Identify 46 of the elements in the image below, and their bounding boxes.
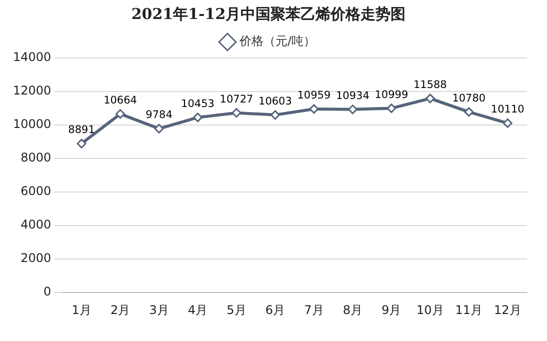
y-tick-label: 8000	[20, 150, 52, 165]
x-tick-label: 12月	[494, 302, 522, 317]
point	[76, 138, 86, 148]
x-tick-label: 3月	[149, 302, 169, 317]
data-label: 8891	[68, 124, 95, 136]
data-label: 10999	[374, 88, 408, 101]
point	[464, 107, 474, 117]
point	[270, 110, 280, 120]
x-tick-label: 6月	[265, 302, 286, 317]
y-tick-label: 4000	[20, 218, 52, 232]
data-label: 10780	[452, 92, 486, 104]
data-label: 10110	[490, 104, 524, 116]
y-tick-label: 6000	[20, 184, 52, 198]
point	[502, 118, 512, 128]
data-label: 10453	[181, 98, 214, 110]
point	[116, 109, 126, 119]
x-tick-label: 1月	[72, 302, 92, 317]
x-tick-label: 4月	[188, 302, 208, 317]
data-label: 11588	[413, 78, 447, 91]
y-tick-label: 10000	[12, 117, 52, 132]
point	[193, 112, 202, 122]
point	[232, 108, 242, 118]
data-label: 10603	[258, 95, 292, 108]
data-label: 10664	[104, 94, 138, 106]
point	[425, 94, 435, 104]
x-tick-label: 10月	[416, 302, 444, 317]
data-label: 10934	[336, 90, 370, 102]
legend-label: 价格（元/吨）	[238, 34, 316, 48]
data-label: 10959	[297, 89, 331, 102]
data-label: 10727	[220, 93, 254, 106]
y-tick-label: 0	[44, 284, 52, 299]
y-tick-label: 14000	[12, 50, 52, 64]
point	[348, 104, 358, 114]
x-tick-label: 5月	[226, 302, 246, 317]
x-tick-label: 11月	[455, 302, 483, 317]
data-label: 9784	[146, 109, 173, 122]
chart-title: 2021年1-12月中国聚苯乙烯价格走势图	[131, 4, 406, 23]
x-tick-label: 8月	[342, 302, 363, 317]
point	[309, 104, 319, 114]
x-tick-label: 9月	[382, 302, 402, 317]
y-tick-label: 12000	[12, 84, 52, 98]
point	[154, 124, 164, 134]
y-tick-label: 2000	[20, 251, 52, 266]
x-tick-label: 7月	[304, 302, 324, 317]
x-tick-label: 2月	[110, 302, 130, 317]
point	[386, 104, 396, 114]
